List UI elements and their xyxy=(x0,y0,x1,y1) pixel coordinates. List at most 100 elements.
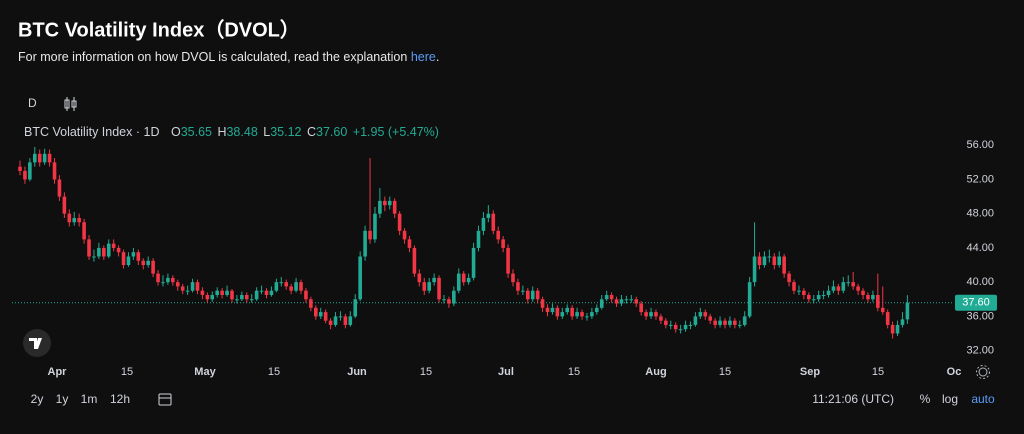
candle-body xyxy=(481,217,486,231)
c-label: C xyxy=(307,125,316,139)
candle-body xyxy=(72,217,77,223)
range-button[interactable]: 1m xyxy=(81,392,98,406)
candle-body xyxy=(476,230,481,248)
candle-body xyxy=(486,213,491,218)
candle-body xyxy=(496,230,501,240)
candle-body xyxy=(535,290,540,300)
candle-body xyxy=(47,153,52,163)
candle-body xyxy=(644,312,648,317)
candle-body xyxy=(797,290,801,292)
candle-body xyxy=(747,282,752,317)
candle-body xyxy=(728,320,732,325)
scale-option[interactable]: log xyxy=(942,392,958,406)
o-value: 35.65 xyxy=(181,125,212,139)
candle-body xyxy=(604,294,609,300)
candle-body xyxy=(545,307,550,313)
candle-body xyxy=(299,282,303,291)
candle-body xyxy=(555,307,560,317)
scale-option[interactable]: auto xyxy=(971,392,995,406)
candle-body xyxy=(816,294,821,300)
candle-body xyxy=(240,294,244,300)
candle-body xyxy=(368,230,372,240)
candle-body xyxy=(871,294,875,300)
settings-icon[interactable] xyxy=(976,365,990,379)
candle-body xyxy=(718,320,722,325)
candle-body xyxy=(826,290,831,295)
candle-body xyxy=(249,299,254,301)
candle-body xyxy=(235,299,239,301)
candle-body xyxy=(37,153,42,163)
candle-body xyxy=(338,316,343,318)
page-title: BTC Volatility Index（DVOL） xyxy=(18,18,300,41)
candle-body xyxy=(530,290,535,300)
interval-button[interactable]: D xyxy=(28,96,37,110)
candle-body xyxy=(175,282,180,287)
x-tick-label: 15 xyxy=(268,366,280,378)
candle-body xyxy=(200,290,205,295)
candle-body xyxy=(777,256,782,266)
candle-body xyxy=(629,299,634,301)
candle-body xyxy=(525,290,530,300)
candle-body xyxy=(575,312,579,317)
candle-body xyxy=(861,290,865,295)
candle-body xyxy=(116,247,121,253)
candle-body xyxy=(614,299,619,304)
candle-body xyxy=(289,286,293,291)
range-button[interactable]: 12h xyxy=(110,392,130,406)
candle-body xyxy=(876,294,880,308)
candle-body xyxy=(856,286,860,291)
candle-body xyxy=(82,222,86,240)
x-tick-label: Jun xyxy=(347,366,367,378)
range-button[interactable]: 2y xyxy=(31,392,44,406)
candle-body xyxy=(210,294,215,300)
candle-body xyxy=(348,316,353,325)
tradingview-logo[interactable] xyxy=(23,329,51,357)
candle-body xyxy=(363,230,367,257)
candle-body xyxy=(511,273,515,283)
x-tick-label: 15 xyxy=(121,366,133,378)
y-tick-label: 40.00 xyxy=(966,276,994,288)
candle-body xyxy=(333,316,338,325)
scale-option[interactable]: % xyxy=(920,392,931,406)
candle-body xyxy=(841,282,846,291)
candle-body xyxy=(294,282,298,291)
chart-type-icon[interactable] xyxy=(64,97,77,111)
candle-body xyxy=(466,277,471,283)
candle-body xyxy=(752,256,757,283)
candle-body xyxy=(373,213,377,240)
candle-body xyxy=(491,213,496,231)
candle-body xyxy=(668,324,673,326)
candle-body xyxy=(461,273,466,283)
candle-body xyxy=(77,217,81,223)
candle-body xyxy=(422,282,427,291)
candle-body xyxy=(67,213,72,223)
candle-body xyxy=(713,320,717,325)
x-tick-label: May xyxy=(194,366,216,378)
candle-body xyxy=(624,299,629,301)
candle-body xyxy=(244,294,249,300)
candle-body xyxy=(284,282,289,287)
candle-body xyxy=(180,286,185,291)
candle-body xyxy=(136,252,141,261)
candle-body xyxy=(166,277,170,283)
candle-body xyxy=(161,282,165,284)
candle-body xyxy=(432,277,436,283)
range-button[interactable]: 1y xyxy=(56,392,69,406)
y-tick-label: 56.00 xyxy=(966,139,994,151)
candle-body xyxy=(323,312,328,321)
candle-body xyxy=(141,260,146,266)
candle-body xyxy=(560,312,565,317)
explanation-link[interactable]: here xyxy=(411,50,436,64)
candle-body xyxy=(264,290,269,295)
candle-body xyxy=(619,299,624,304)
candle-body xyxy=(885,312,890,325)
candle-body xyxy=(890,324,895,334)
date-range-icon[interactable] xyxy=(158,393,172,406)
x-tick-label: Sep xyxy=(800,366,820,378)
candle-body xyxy=(146,260,150,266)
candle-body xyxy=(570,307,574,317)
candle-body xyxy=(407,239,412,248)
x-tick-label: Jul xyxy=(498,366,514,378)
candle-body xyxy=(595,307,599,313)
legend-name: BTC Volatility Index · 1D xyxy=(24,125,159,139)
